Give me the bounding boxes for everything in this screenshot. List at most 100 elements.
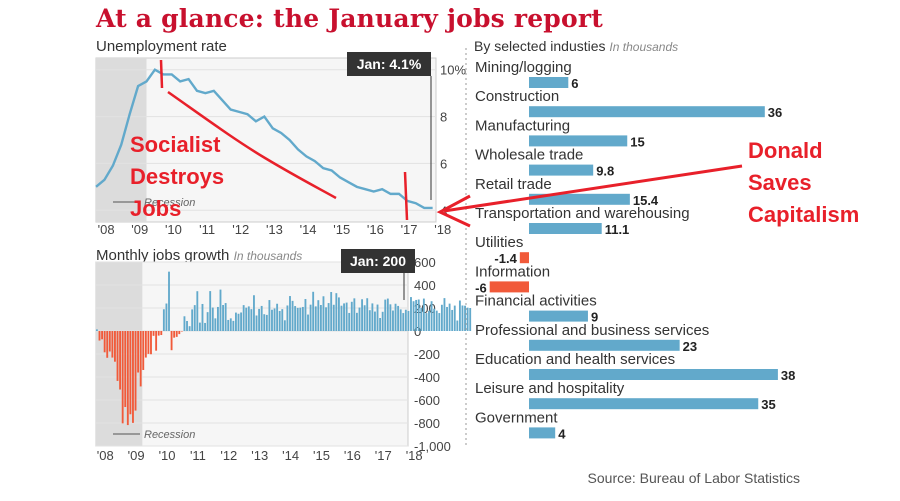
jobs-bar	[384, 299, 387, 331]
jobs-bar	[340, 305, 343, 331]
unemployment-y-tick: 10%	[440, 63, 466, 78]
industry-label: Mining/logging	[475, 59, 572, 76]
jobs-bar	[332, 304, 335, 331]
annotation-start-mark	[159, 59, 164, 89]
jobs-bar	[407, 310, 410, 331]
jobs-bar	[343, 303, 345, 331]
jobs-bar	[245, 307, 248, 331]
jobs-bar	[96, 329, 98, 331]
industry-bar	[529, 193, 630, 205]
jobs-x-tick: '12	[220, 448, 237, 463]
jobs-bar	[363, 305, 366, 331]
jobs-bar	[224, 303, 227, 331]
jobs-bar	[291, 300, 294, 331]
jobs-bar	[327, 303, 330, 331]
jobs-bar	[278, 310, 281, 331]
jobs-bar	[428, 310, 430, 331]
unemployment-x-tick: '15	[333, 222, 350, 237]
jobs-y-tick: -600	[414, 393, 440, 408]
industries-subtitle: By selected industies In thousands	[474, 38, 678, 54]
jobs-bar	[170, 331, 173, 351]
jobs-bar	[258, 308, 261, 331]
unemployment-x-tick: '18	[434, 222, 451, 237]
jobs-bar	[402, 313, 405, 331]
unemployment-y-tick: 6	[440, 156, 447, 171]
jobs-bar	[168, 271, 170, 331]
jobs-bar	[201, 303, 204, 331]
jobs-bar	[173, 331, 176, 338]
jobs-bar	[124, 331, 127, 408]
industry-label: Construction	[475, 88, 559, 105]
industry-bar	[529, 77, 569, 88]
industry-value-label: 36	[768, 105, 782, 120]
jobs-bar	[317, 300, 320, 331]
jobs-bar	[412, 301, 415, 331]
unemployment-x-tick: '14	[300, 222, 317, 237]
jobs-bar	[137, 331, 140, 373]
jobs-x-tick: '08	[97, 448, 114, 463]
page-title: At a glance: the January jobs report	[96, 4, 603, 33]
unemployment-x-tick: '09	[131, 222, 148, 237]
jobs-y-tick: -400	[414, 370, 440, 385]
jobs-bar	[204, 322, 206, 331]
industry-value-label: 15.4	[633, 193, 659, 208]
jobs-bar	[443, 298, 446, 331]
jobs-bar	[464, 305, 466, 331]
jobs-bar	[417, 299, 420, 331]
jobs-callout-box	[341, 249, 415, 273]
jobs-bar	[229, 318, 232, 331]
unemployment-subtitle: Unemployment rate	[96, 38, 227, 55]
unemployment-y-tick: 8	[440, 110, 447, 125]
jobs-bar	[271, 309, 273, 331]
jobs-bar	[134, 331, 137, 411]
jobs-bar	[196, 291, 199, 331]
jobs-bar	[198, 322, 201, 331]
jobs-bar	[438, 313, 441, 331]
jobs-bar	[451, 309, 454, 331]
jobs-bar	[162, 309, 165, 331]
industry-value-label: 6	[571, 76, 578, 91]
jobs-bar	[106, 331, 109, 358]
jobs-x-tick: '11	[190, 448, 206, 463]
jobs-x-tick: '13	[251, 448, 268, 463]
industries-unit: In thousands	[609, 40, 679, 54]
jobs-bar	[116, 331, 119, 381]
jobs-bar	[314, 306, 317, 331]
jobs-x-tick: '09	[128, 448, 145, 463]
jobs-bar	[448, 303, 451, 331]
unemployment-plot-area	[95, 57, 437, 223]
jobs-bar	[222, 305, 224, 331]
jobs-bar	[374, 311, 376, 331]
unemployment-callout-box	[347, 52, 431, 76]
unemployment-line	[95, 68, 433, 210]
jobs-bar	[281, 309, 284, 331]
jobs-bar	[322, 296, 325, 331]
jobs-bar	[103, 331, 106, 353]
industry-value-label: 38	[781, 368, 795, 383]
industry-bar	[529, 369, 778, 380]
jobs-bar	[381, 311, 384, 331]
jobs-callout: Jan: 200	[350, 253, 406, 269]
jobs-bar	[247, 306, 250, 331]
industry-bar	[529, 339, 680, 351]
industry-value-label: -1.4	[494, 251, 517, 266]
jobs-bar	[232, 320, 235, 331]
jobs-bar	[420, 307, 423, 331]
jobs-bar	[242, 305, 245, 331]
industry-label: Information	[475, 263, 550, 280]
jobs-x-tick: '10	[159, 448, 176, 463]
jobs-bar	[227, 319, 230, 331]
jobs-bar	[366, 298, 369, 331]
source-note: Source: Bureau of Labor Statistics	[587, 470, 800, 486]
jobs-bar	[425, 313, 428, 331]
jobs-bar	[304, 299, 307, 331]
industry-label: Manufacturing	[475, 117, 570, 134]
jobs-x-tick: '15	[313, 448, 330, 463]
jobs-bar	[235, 312, 237, 331]
jobs-y-tick: -800	[414, 416, 440, 431]
jobs-bar	[294, 306, 297, 331]
industry-bar	[529, 106, 765, 118]
annotation-left-line2: Destroys	[130, 164, 224, 189]
jobs-bar	[392, 310, 394, 331]
